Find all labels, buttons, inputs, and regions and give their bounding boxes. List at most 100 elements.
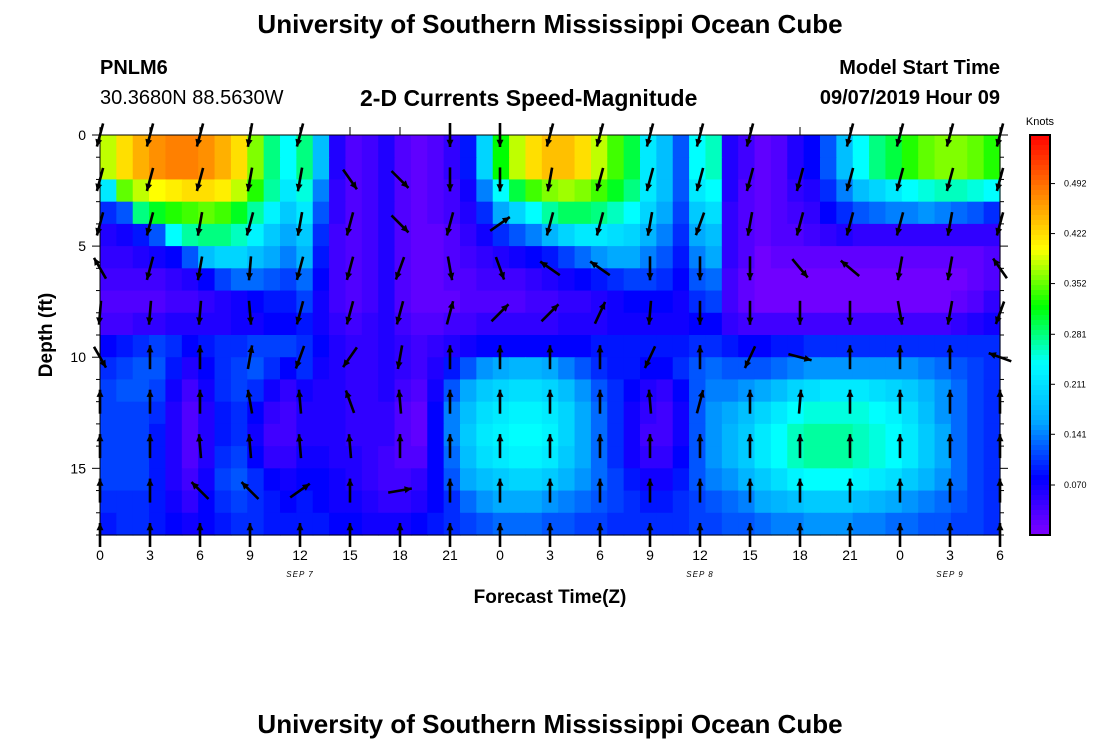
- heatmap-cell: [361, 246, 379, 269]
- heatmap-cell: [885, 246, 903, 269]
- heatmap-cell: [509, 268, 527, 292]
- current-vector: [294, 345, 306, 369]
- heatmap-cell: [263, 379, 281, 403]
- current-vector: [945, 167, 955, 192]
- plot-title: 2-D Currents Speed-Magnitude: [360, 85, 698, 111]
- heatmap-cell: [181, 135, 199, 158]
- heatmap-cell: [460, 335, 477, 358]
- current-vector: [195, 211, 204, 236]
- current-vector: [895, 167, 905, 192]
- heatmap-cell: [967, 290, 985, 314]
- heatmap-cell: [934, 490, 952, 514]
- heatmap-cell: [754, 357, 772, 381]
- current-vector: [945, 300, 954, 325]
- colorbar-cell: [1030, 190, 1050, 196]
- heatmap-cell: [214, 312, 232, 336]
- heatmap-cell: [656, 223, 674, 247]
- heatmap-cell: [787, 246, 805, 269]
- heatmap-cell: [574, 335, 592, 358]
- heatmap-cell: [410, 490, 428, 514]
- colorbar-cell: [1030, 245, 1050, 251]
- heatmap-cell: [574, 135, 592, 158]
- heatmap-cell: [901, 379, 919, 403]
- heatmap-cell: [460, 423, 477, 447]
- heatmap-cell: [836, 223, 854, 247]
- heatmap-cell: [689, 468, 707, 492]
- heatmap-cell: [116, 223, 134, 247]
- heatmap-cell: [165, 379, 183, 403]
- heatmap-cell: [558, 246, 576, 269]
- heatmap-cell: [509, 223, 527, 247]
- heatmap-cell: [869, 446, 887, 469]
- heatmap-cell: [640, 423, 657, 447]
- heatmap-cell: [558, 423, 576, 447]
- heatmap-cell: [100, 446, 117, 469]
- heatmap-cell: [754, 468, 772, 492]
- heatmap-cell: [918, 490, 936, 514]
- current-vector: [945, 256, 954, 281]
- heatmap-cell: [590, 179, 608, 203]
- heatmap-cell: [149, 246, 167, 269]
- heatmap-cell: [149, 268, 167, 292]
- heatmap-cell: [803, 246, 821, 269]
- current-vector: [545, 211, 555, 236]
- heatmap-cell: [312, 290, 330, 314]
- heatmap-cell: [967, 135, 985, 158]
- heatmap-cell: [329, 201, 347, 225]
- heatmap-cell: [247, 290, 265, 314]
- heatmap-cell: [787, 223, 805, 247]
- heatmap-cell: [705, 423, 723, 447]
- x-axis-label: Forecast Time(Z): [474, 587, 627, 608]
- colorbar-cell: [1030, 165, 1050, 171]
- heatmap-cell: [230, 157, 248, 181]
- heatmap-cell: [869, 223, 887, 247]
- current-vector: [246, 345, 255, 370]
- heatmap-cell: [198, 135, 216, 158]
- heatmap-cell: [263, 246, 281, 269]
- heatmap-cell: [672, 290, 690, 314]
- heatmap-cell: [181, 446, 199, 469]
- heatmap-cell: [852, 135, 870, 158]
- heatmap-cell: [705, 268, 723, 292]
- heatmap-cell: [165, 512, 183, 536]
- heatmap-cell: [410, 401, 428, 425]
- colorbar-cell: [1030, 420, 1050, 426]
- x-tick-label: 6: [596, 547, 604, 563]
- heatmap-cell: [721, 423, 739, 447]
- heatmap-cell: [820, 490, 837, 514]
- heatmap-cell: [754, 290, 772, 314]
- heatmap-cell: [738, 468, 756, 492]
- heatmap-cell: [476, 401, 494, 425]
- heatmap-cell: [329, 246, 347, 269]
- heatmap-cell: [656, 468, 674, 492]
- heatmap-cell: [296, 490, 314, 514]
- current-vector: [945, 211, 954, 236]
- heatmap-cell: [738, 357, 756, 381]
- heatmap-cell: [820, 401, 837, 425]
- heatmap-cell: [721, 468, 739, 492]
- heatmap-cell: [901, 290, 919, 314]
- heatmap-cell: [247, 468, 265, 492]
- heatmap-cell: [623, 446, 641, 469]
- current-vector: [746, 389, 754, 414]
- colorbar-cell: [1030, 455, 1050, 461]
- heatmap-cell: [280, 201, 297, 225]
- heatmap-cell: [116, 379, 134, 403]
- current-vector: [946, 434, 954, 459]
- heatmap-cell: [476, 223, 494, 247]
- heatmap-cell: [705, 512, 723, 536]
- heatmap-cell: [149, 446, 167, 469]
- heatmap-cell: [263, 290, 281, 314]
- heatmap-cell: [574, 512, 592, 536]
- y-tick-label: 5: [78, 238, 86, 254]
- heatmap-cell: [214, 446, 232, 469]
- heatmap-cell: [787, 423, 805, 447]
- heatmap-cell: [149, 201, 167, 225]
- model-start-label: Model Start Time: [839, 57, 1000, 79]
- heatmap-cell: [885, 201, 903, 225]
- colorbar-cell: [1030, 380, 1050, 386]
- heatmap-cell: [787, 401, 805, 425]
- heatmap-cell: [852, 201, 870, 225]
- heatmap-cell: [263, 401, 281, 425]
- heatmap-cell: [378, 223, 396, 247]
